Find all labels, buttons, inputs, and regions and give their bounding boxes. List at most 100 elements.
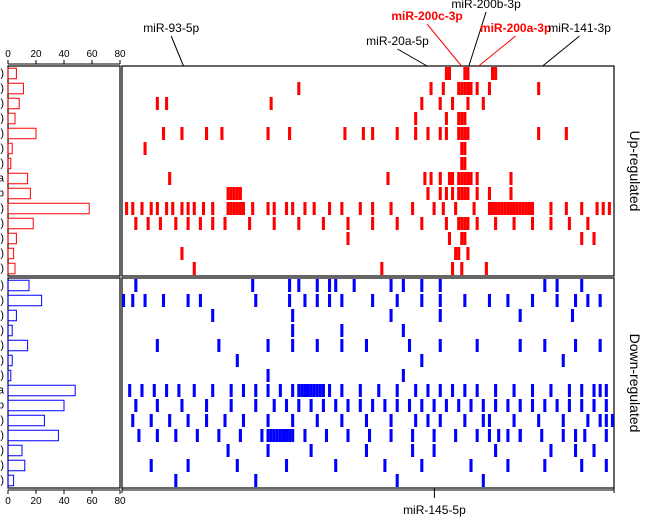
heat-tick bbox=[445, 127, 448, 140]
heat-tick bbox=[592, 444, 595, 457]
heat-tick bbox=[322, 399, 325, 412]
heat-tick bbox=[371, 294, 374, 307]
count-bar bbox=[8, 143, 12, 154]
heat-tick bbox=[513, 414, 516, 427]
heat-tick bbox=[205, 127, 208, 140]
heat-tick bbox=[193, 202, 196, 215]
heat-tick bbox=[602, 202, 605, 215]
heat-tick bbox=[131, 202, 134, 215]
heat-tick bbox=[279, 384, 282, 397]
count-bar bbox=[8, 203, 89, 214]
heat-tick bbox=[423, 172, 426, 185]
heat-tick bbox=[586, 217, 589, 230]
study-label: Yang (2008) bbox=[0, 324, 4, 336]
heat-tick bbox=[273, 429, 276, 442]
heat-tick bbox=[316, 294, 319, 307]
heat-tick bbox=[267, 127, 270, 140]
heat-tick bbox=[239, 187, 242, 200]
heat-tick bbox=[445, 399, 448, 412]
heat-tick bbox=[371, 127, 374, 140]
heat-tick bbox=[454, 202, 457, 215]
study-label: Wang (2014) bbox=[0, 247, 4, 259]
heat-tick bbox=[580, 202, 583, 215]
heat-tick bbox=[165, 202, 168, 215]
study-label: Yang (2008) bbox=[0, 112, 4, 124]
heat-tick bbox=[476, 217, 479, 230]
heat-tick bbox=[254, 294, 257, 307]
heat-tick bbox=[506, 429, 509, 442]
heat-tick bbox=[171, 202, 174, 215]
heat-tick bbox=[285, 399, 288, 412]
heat-tick bbox=[457, 399, 460, 412]
heat-tick bbox=[494, 384, 497, 397]
heat-tick bbox=[565, 127, 568, 140]
heat-tick bbox=[454, 429, 457, 442]
heat-tick bbox=[297, 399, 300, 412]
heat-tick bbox=[168, 172, 171, 185]
heat-tick bbox=[454, 247, 457, 260]
heat-tick bbox=[430, 82, 433, 95]
heat-tick bbox=[537, 82, 540, 95]
heat-tick bbox=[466, 97, 469, 110]
heat-tick bbox=[543, 279, 546, 292]
heat-tick bbox=[460, 172, 463, 185]
heat-tick bbox=[377, 384, 380, 397]
heat-tick bbox=[267, 384, 270, 397]
heat-tick bbox=[531, 202, 534, 215]
heat-tick bbox=[494, 217, 497, 230]
study-label: Li (2014) bbox=[0, 429, 4, 441]
heat-tick bbox=[599, 414, 602, 427]
heat-tick bbox=[549, 202, 552, 215]
study-label: Resnick (2009) bbox=[0, 354, 4, 366]
heat-tick bbox=[599, 294, 602, 307]
heat-tick bbox=[291, 202, 294, 215]
heat-tick bbox=[442, 82, 445, 95]
heat-tick bbox=[420, 459, 423, 472]
heat-tick bbox=[506, 202, 509, 215]
heat-tick bbox=[442, 202, 445, 215]
heat-tick bbox=[420, 279, 423, 292]
heat-tick bbox=[509, 202, 512, 215]
heat-tick bbox=[174, 217, 177, 230]
heat-tick bbox=[568, 384, 571, 397]
heat-tick bbox=[414, 112, 417, 125]
heat-tick bbox=[396, 399, 399, 412]
heat-tick bbox=[196, 429, 199, 442]
heat-tick bbox=[353, 279, 356, 292]
xtick-label: 40 bbox=[58, 496, 70, 507]
study-label: Elgaaen (2014)a bbox=[0, 384, 5, 396]
heat-tick bbox=[549, 444, 552, 457]
heat-tick bbox=[482, 97, 485, 110]
count-bar bbox=[8, 475, 14, 486]
heat-tick bbox=[217, 429, 220, 442]
heat-tick bbox=[488, 414, 491, 427]
heat-tick bbox=[439, 309, 442, 322]
heat-tick bbox=[463, 112, 466, 125]
heat-tick bbox=[439, 97, 442, 110]
heat-tick bbox=[469, 172, 472, 185]
heat-tick bbox=[202, 202, 205, 215]
heat-tick bbox=[134, 217, 137, 230]
xtick-label: 0 bbox=[5, 496, 11, 507]
heat-tick bbox=[137, 429, 140, 442]
heat-tick bbox=[276, 429, 279, 442]
heat-tick bbox=[288, 294, 291, 307]
heat-tick bbox=[267, 202, 270, 215]
heat-tick bbox=[476, 172, 479, 185]
heat-tick bbox=[156, 202, 159, 215]
heat-tick bbox=[463, 142, 466, 155]
heat-tick bbox=[580, 232, 583, 245]
xtick-label: 0 bbox=[5, 49, 11, 60]
heat-tick bbox=[568, 399, 571, 412]
heat-tick bbox=[608, 202, 611, 215]
study-label: Ibrahim (2015) bbox=[0, 262, 4, 274]
heat-tick bbox=[420, 294, 423, 307]
heat-tick bbox=[340, 339, 343, 352]
heat-tick bbox=[227, 202, 230, 215]
study-label: Iorio (2007) bbox=[0, 67, 4, 79]
heat-tick bbox=[537, 414, 540, 427]
heat-tick bbox=[359, 384, 362, 397]
heat-tick bbox=[605, 414, 608, 427]
heat-tick bbox=[494, 399, 497, 412]
heat-tick bbox=[513, 384, 516, 397]
